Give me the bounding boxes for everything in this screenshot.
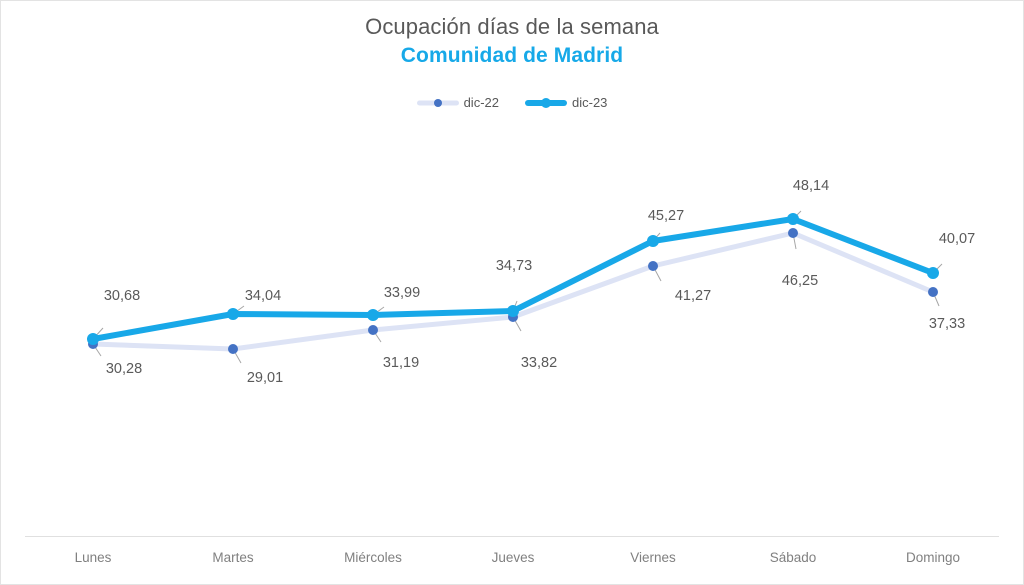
legend-swatch-icon xyxy=(525,97,567,109)
legend-item-label: dic-22 xyxy=(463,95,499,110)
data-label-dic-22: 41,27 xyxy=(675,288,711,304)
data-label-dic-22: 33,82 xyxy=(521,355,557,371)
x-axis-line xyxy=(25,536,999,537)
data-point-marker-dic-23[interactable] xyxy=(927,267,939,279)
x-axis-label-viernes: Viernes xyxy=(630,550,676,565)
data-label-dic-23: 33,99 xyxy=(384,285,420,301)
data-label-dic-22: 29,01 xyxy=(247,370,283,386)
legend-item-dic-22[interactable]: dic-22 xyxy=(416,95,499,110)
data-point-marker-dic-22[interactable] xyxy=(228,344,238,354)
data-label-dic-22: 37,33 xyxy=(929,316,965,332)
data-point-marker-dic-22[interactable] xyxy=(788,228,798,238)
chart-subtitle: Comunidad de Madrid xyxy=(400,43,624,67)
data-label-dic-23: 30,68 xyxy=(104,288,140,304)
x-axis-label-lunes: Lunes xyxy=(74,550,112,565)
data-point-marker-dic-23[interactable] xyxy=(647,235,659,247)
data-point-marker-dic-22[interactable] xyxy=(928,287,938,297)
data-point-marker-dic-23[interactable] xyxy=(507,305,519,317)
data-label-dic-23: 45,27 xyxy=(648,208,684,224)
data-point-marker-dic-23[interactable] xyxy=(367,309,379,321)
x-axis-label-miércoles: Miércoles xyxy=(344,550,402,565)
data-point-marker-dic-23[interactable] xyxy=(787,213,799,225)
x-axis-label-domingo: Domingo xyxy=(905,550,961,565)
x-axis-label-jueves: Jueves xyxy=(491,550,535,565)
legend-item-dic-23[interactable]: dic-23 xyxy=(525,95,607,110)
series-line-dic-22 xyxy=(90,230,936,352)
page-title: Ocupación días de la semana xyxy=(365,14,659,39)
legend-swatch-icon xyxy=(416,97,459,109)
data-label-dic-23: 40,07 xyxy=(939,231,975,247)
x-axis-labels: Lunes Martes Miércoles Jueves Viernes Sábado D… xyxy=(1,550,1023,574)
legend-item-label: dic-23 xyxy=(572,95,608,110)
x-axis-label-martes: Martes xyxy=(212,550,254,565)
data-label-dic-22: 30,28 xyxy=(106,361,142,377)
data-label-dic-23: 48,14 xyxy=(793,178,829,194)
chart-legend: dic-22 dic-23 xyxy=(1,95,1023,110)
data-point-marker-dic-22[interactable] xyxy=(368,325,378,335)
data-point-marker-dic-23[interactable] xyxy=(87,333,99,345)
data-label-dic-22: 31,19 xyxy=(383,355,419,371)
data-point-marker-dic-23[interactable] xyxy=(227,308,239,320)
x-axis-label-sábado: Sábado xyxy=(769,550,817,565)
chart-title-block: Ocupación días de la semana Comunidad de… xyxy=(1,14,1023,67)
data-label-dic-23: 34,73 xyxy=(496,258,532,274)
data-label-dic-23: 34,04 xyxy=(245,288,281,304)
data-point-marker-dic-22[interactable] xyxy=(648,261,658,271)
data-label-dic-22: 46,25 xyxy=(782,273,818,289)
